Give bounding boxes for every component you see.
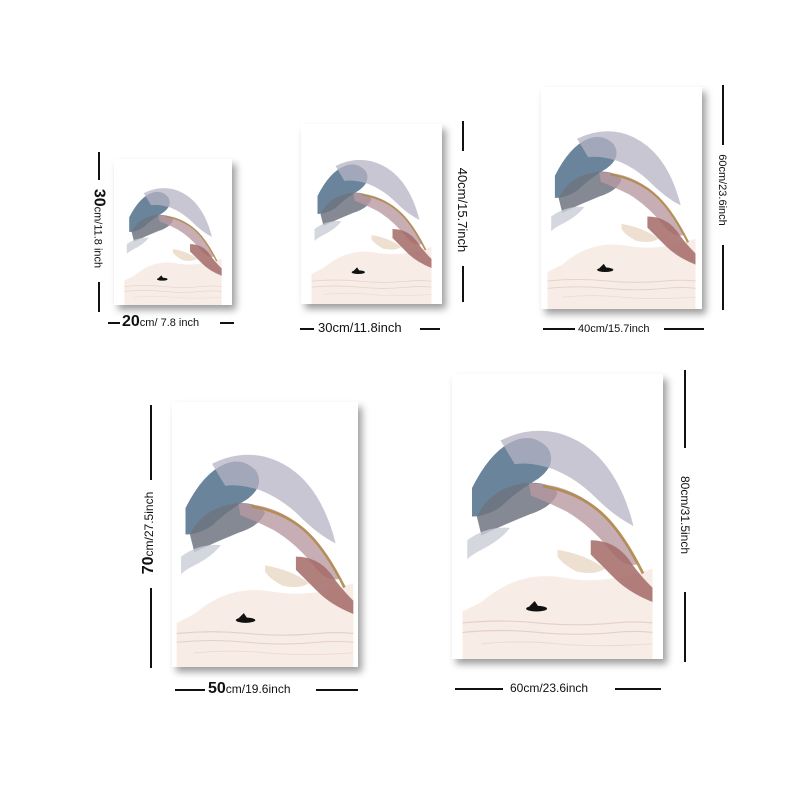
width-value: 50: [208, 680, 226, 697]
height-dimension-line-top: [684, 370, 686, 448]
width-dimension-line-left: [175, 689, 205, 691]
height-label-50x70: 70cm/27.5inch: [140, 458, 157, 608]
height-label-40x60: 60cm/23.6inch: [715, 139, 729, 241]
height-dimension-line-bottom: [722, 245, 724, 310]
canvas-preview-40x60: [541, 87, 702, 309]
height-dimension-line-bottom: [462, 266, 464, 302]
width-dimension-line-right: [316, 689, 358, 691]
width-label-50x70: 50cm/19.6inch: [208, 680, 291, 697]
width-dimension-line-left: [300, 328, 314, 330]
canvas-preview-20x30: [114, 159, 232, 305]
width-dimension-line-right: [664, 328, 704, 330]
canvas-preview-60x80: [452, 374, 663, 659]
height-dimension-line-bottom: [150, 588, 152, 668]
width-dimension-line-left: [543, 328, 575, 330]
height-dimension-line-top: [98, 152, 100, 180]
width-value: 20: [122, 313, 140, 330]
width-dimension-line-right: [220, 322, 234, 324]
height-label-20x30: 30cm/11.8 inch: [90, 167, 108, 291]
height-dimension-line-top: [722, 85, 724, 145]
height-dimension-line-top: [150, 405, 152, 480]
width-text: 40cm/15.7inch: [578, 323, 650, 335]
width-label-20x30: 20cm/ 7.8 inch: [122, 313, 200, 330]
height-dimension-line-top: [462, 121, 464, 151]
canvas-preview-30x40: [301, 124, 442, 304]
width-dimension-line-right: [420, 328, 440, 330]
width-label-30x40: 30cm/11.8inch: [318, 321, 402, 335]
ink-landscape-painting: [114, 159, 232, 305]
width-dimension-line-left: [455, 688, 503, 690]
width-dimension-line-right: [615, 688, 661, 690]
width-label-60x80: 60cm/23.6inch: [510, 681, 588, 695]
ink-landscape-painting: [541, 87, 702, 309]
height-dimension-line-bottom: [98, 282, 100, 312]
ink-landscape-painting: [452, 374, 663, 659]
height-text: 60cm/23.6inch: [716, 154, 728, 226]
height-unit-text: cm/11.8 inch: [91, 206, 104, 269]
height-text: 40cm/15.7inch: [455, 167, 470, 253]
width-label-40x60: 40cm/15.7inch: [578, 322, 650, 336]
height-value: 30: [90, 188, 108, 207]
canvas-preview-50x70: [172, 402, 358, 667]
height-label-30x40: 40cm/15.7inch: [455, 150, 470, 270]
width-text: 30cm/11.8inch: [318, 320, 402, 335]
width-dimension-line-left: [108, 322, 120, 324]
ink-landscape-painting: [301, 124, 442, 304]
height-text: 80cm/31.5inch: [678, 475, 692, 555]
width-unit-text: cm/19.6inch: [225, 682, 291, 696]
height-label-60x80: 80cm/31.5inch: [678, 455, 692, 575]
ink-landscape-painting: [172, 402, 358, 667]
width-text: 60cm/23.6inch: [510, 681, 589, 695]
height-value: 70: [140, 556, 157, 575]
height-unit-text: cm/27.5inch: [142, 491, 156, 557]
height-dimension-line-bottom: [684, 592, 686, 662]
width-unit-text: cm/ 7.8 inch: [139, 317, 200, 329]
